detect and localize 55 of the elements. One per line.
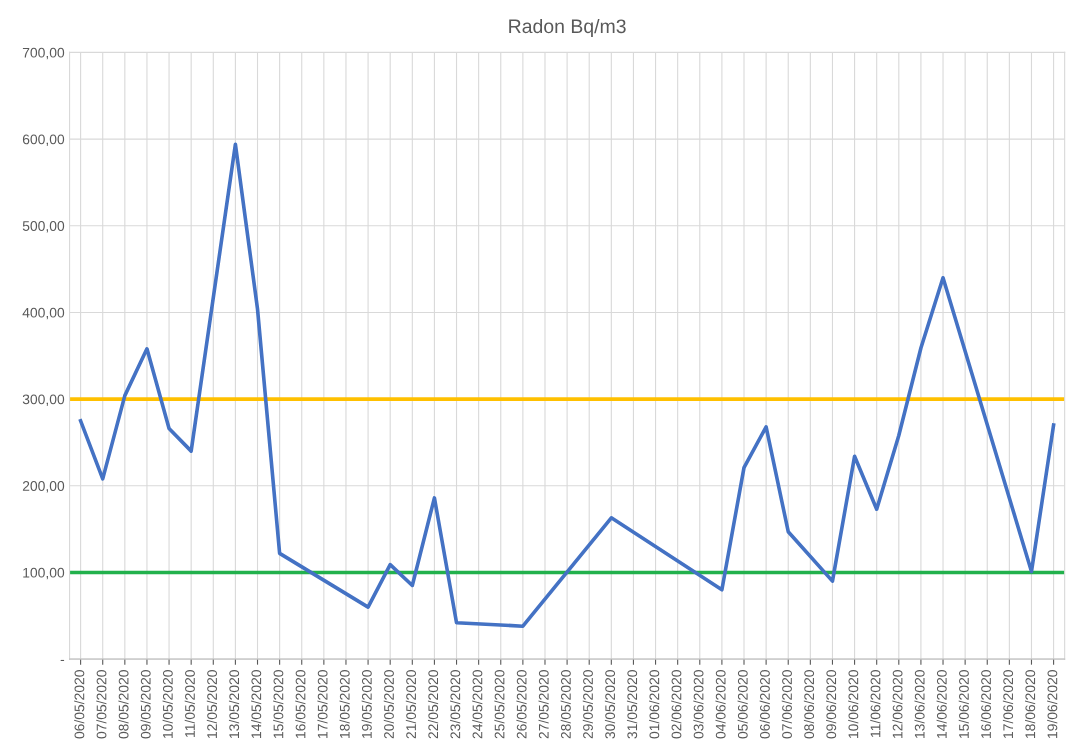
y-tick-label: 500,00: [22, 221, 65, 233]
x-tick-label: 04/06/2020: [715, 670, 726, 739]
x-tick-label: 16/05/2020: [295, 670, 306, 738]
x-tick-label: 29/05/2020: [582, 670, 593, 739]
y-tick-label: 400,00: [22, 307, 65, 320]
x-tick-label: 16/06/2020: [980, 670, 991, 738]
x-tick-label: 21/05/2020: [405, 670, 417, 739]
x-tick-label: 24/05/2020: [472, 670, 483, 739]
x-tick-label: 09/05/2020: [140, 670, 151, 739]
x-tick-label: 17/05/2020: [317, 670, 328, 738]
x-tick-label: 18/05/2020: [339, 670, 350, 738]
y-tick-label: 700,00: [22, 47, 65, 60]
x-tick-label: 25/05/2020: [494, 670, 505, 739]
x-tick-label: 07/06/2020: [781, 670, 792, 739]
x-tick-label: 27/05/2020: [538, 670, 549, 739]
x-tick-label: 15/05/2020: [273, 670, 284, 738]
y-tick-label: -: [60, 659, 65, 662]
x-tick-label: 26/05/2020: [516, 670, 527, 739]
x-tick-label: 14/06/2020: [936, 670, 947, 738]
x-tick-label: 09/06/2020: [825, 670, 837, 739]
y-tick-label: 100,00: [23, 567, 65, 580]
x-tick-label: 23/05/2020: [450, 670, 461, 739]
x-tick-label: 08/05/2020: [118, 670, 129, 739]
x-tick-label: 13/06/2020: [914, 670, 925, 738]
line-series: [78, 142, 1056, 628]
x-tick-label: 12/06/2020: [892, 670, 903, 738]
x-tick-label: 06/06/2020: [759, 670, 770, 739]
x-tick-label: 08/06/2020: [803, 670, 815, 739]
x-tick-label: 22/05/2020: [427, 670, 439, 739]
x-tick-label: 15/06/2020: [958, 670, 969, 738]
x-tick-label: 10/06/2020: [848, 670, 859, 738]
x-tick-label: 18/06/2020: [1025, 670, 1036, 738]
x-tick-label: 06/05/2020: [74, 670, 85, 739]
x-tick-label: 10/05/2020: [162, 670, 173, 738]
x-tick-label: 19/06/2020: [1047, 670, 1058, 738]
x-tick-label: 05/06/2020: [737, 670, 748, 739]
x-tick-label: 17/06/2020: [1002, 670, 1014, 738]
x-tick-label: 20/05/2020: [383, 670, 394, 739]
x-tick-label: 19/05/2020: [361, 670, 372, 738]
chart-title: Radon Bq/m3: [509, 18, 626, 38]
x-tick-label: 31/05/2020: [626, 670, 638, 739]
x-tick-label: 12/05/2020: [206, 670, 218, 738]
x-tick-label: 03/06/2020: [693, 670, 704, 739]
x-tick-label: 13/05/2020: [228, 670, 240, 738]
x-tick-label: 14/05/2020: [251, 670, 262, 738]
y-tick-label: 600,00: [22, 134, 65, 146]
x-tick-label: 07/05/2020: [96, 670, 107, 739]
x-tick-label: 11/06/2020: [870, 670, 881, 737]
x-tick-label: 28/05/2020: [560, 670, 571, 739]
y-tick-label: 300,00: [22, 394, 65, 406]
x-tick-label: 11/05/2020: [184, 670, 195, 737]
x-tick-label: 01/06/2020: [649, 670, 660, 739]
y-tick-label: 200,00: [22, 481, 65, 493]
x-tick-label: 02/06/2020: [671, 670, 682, 739]
x-tick-label: 30/05/2020: [604, 670, 616, 739]
